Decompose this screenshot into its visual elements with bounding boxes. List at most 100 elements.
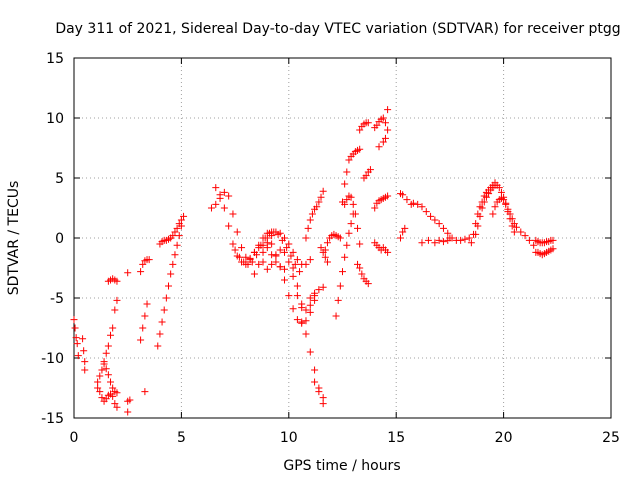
data-point-plus [474, 222, 482, 230]
data-point-plus [240, 258, 248, 266]
data-point-plus [293, 316, 301, 324]
data-point-plus [302, 234, 310, 242]
data-point-plus [482, 193, 490, 201]
series-arc-af [375, 106, 392, 151]
data-point-plus [379, 138, 387, 146]
data-point-plus [272, 258, 280, 266]
data-point-plus [489, 210, 497, 218]
series-arc-f [104, 275, 121, 285]
data-point-plus [154, 342, 162, 350]
data-point-plus [403, 196, 411, 204]
data-point-plus [296, 268, 304, 276]
data-point-plus [124, 397, 132, 405]
data-point-plus [229, 210, 237, 218]
y-tick-label: 15 [46, 51, 64, 67]
y-tick-label: 0 [55, 231, 64, 247]
data-point-plus [315, 388, 323, 396]
data-point-plus [317, 193, 325, 201]
data-point-plus [167, 270, 175, 278]
data-point-plus [145, 256, 153, 264]
data-point-plus [289, 272, 297, 280]
data-point-plus [212, 200, 220, 208]
series-arc-b [79, 335, 89, 374]
data-point-plus [113, 403, 121, 411]
data-point-plus [104, 342, 112, 350]
data-point-plus [306, 256, 314, 264]
data-point-plus [384, 192, 392, 200]
data-point-plus [285, 292, 293, 300]
data-point-plus [323, 258, 331, 266]
data-point-plus [225, 222, 233, 230]
data-point-plus [384, 106, 392, 114]
data-point-plus [96, 372, 104, 380]
data-point-plus [276, 263, 284, 271]
data-point-plus [418, 203, 426, 211]
data-point-plus [289, 248, 297, 256]
data-point-plus [281, 276, 289, 284]
series-arc-ap [532, 245, 557, 259]
data-point-plus [512, 223, 520, 231]
data-point-plus [233, 228, 241, 236]
data-point-plus [549, 236, 557, 244]
data-point-plus [302, 306, 310, 314]
data-point-plus [285, 258, 293, 266]
data-point-plus [399, 191, 407, 199]
series-arc-an [489, 194, 518, 236]
data-point-plus [98, 394, 106, 402]
series-arc-g [124, 269, 134, 416]
data-point-plus [74, 352, 82, 360]
data-point-plus [319, 283, 327, 291]
series-arc-q [263, 234, 319, 327]
data-point-plus [504, 208, 512, 216]
data-point-plus [141, 312, 149, 320]
data-point-plus [401, 224, 409, 232]
data-point-plus [343, 168, 351, 176]
series-arc-ag [371, 192, 392, 212]
series-arc-ae [371, 114, 392, 134]
data-point-plus [302, 317, 310, 325]
data-point-plus [109, 384, 117, 392]
series-arc-p [259, 246, 306, 312]
series-arc-ac [356, 119, 372, 134]
data-point-plus [345, 156, 353, 164]
data-point-plus [341, 180, 349, 188]
data-point-plus [80, 347, 88, 355]
series-arc-t [311, 378, 327, 402]
data-point-plus [281, 265, 289, 273]
data-point-plus [517, 228, 525, 236]
data-point-plus [476, 212, 484, 220]
data-point-plus [343, 241, 351, 249]
data-point-plus [281, 234, 289, 242]
data-point-plus [399, 228, 407, 236]
data-point-plus [244, 260, 252, 268]
data-point-plus [364, 119, 372, 127]
data-point-plus [281, 248, 289, 256]
data-point-plus [156, 330, 164, 338]
series-arc-v [306, 283, 327, 302]
data-point-plus [354, 224, 362, 232]
data-point-plus [336, 282, 344, 290]
data-point-plus [525, 236, 533, 244]
series-arc-h [137, 300, 151, 344]
data-point-plus [356, 126, 364, 134]
series-arc-aa [341, 192, 364, 248]
data-point-plus [321, 253, 329, 261]
data-point-plus [107, 378, 115, 386]
data-point-plus [137, 336, 145, 344]
series-arc-i [137, 256, 153, 396]
data-point-plus [379, 114, 387, 122]
data-point-plus [491, 203, 499, 211]
data-point-plus [356, 145, 364, 153]
data-point-plus [465, 234, 473, 242]
data-points [70, 106, 557, 416]
series-arc-ak [418, 234, 454, 247]
data-point-plus [336, 234, 344, 242]
data-point-plus [291, 260, 299, 268]
series-arc-ao [532, 236, 557, 247]
data-point-plus [268, 260, 276, 268]
data-point-plus [257, 241, 265, 249]
data-point-plus [287, 252, 295, 260]
data-point-plus [94, 378, 102, 386]
data-point-plus [317, 244, 325, 252]
series-arc-j [154, 212, 188, 350]
